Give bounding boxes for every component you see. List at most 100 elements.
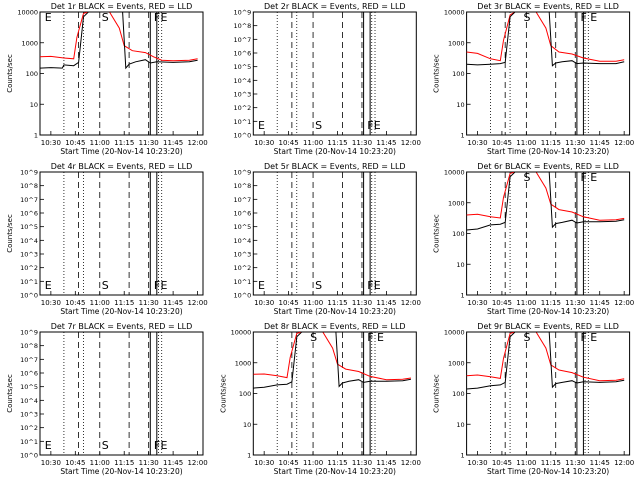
y-tick-label: 10^3	[20, 411, 38, 419]
y-tick-label: 10^9	[20, 169, 38, 177]
y-tick-label: 1	[34, 132, 38, 140]
lld-series-line	[466, 332, 625, 382]
x-tick-label: 10:30	[41, 459, 61, 467]
y-tick-label: 10^5	[233, 223, 251, 231]
y-tick-label: 10^8	[233, 182, 251, 190]
panel-title: Det 7r BLACK = Events, RED = LLD	[51, 322, 193, 331]
x-tick-label: 11:45	[590, 459, 610, 467]
y-tick-label: 10000	[444, 329, 465, 337]
event-marker-label: E	[45, 439, 52, 452]
x-tick-label: 12:00	[614, 299, 634, 307]
y-tick-label: 1000	[448, 359, 465, 367]
event-marker-label: S	[102, 439, 109, 452]
y-tick-label: 10^2	[233, 264, 251, 272]
y-tick-label: 10^4	[20, 397, 38, 405]
x-tick-label: 11:45	[376, 139, 396, 147]
y-tick-label: 10^6	[20, 370, 38, 378]
x-tick-label: 11:00	[516, 459, 536, 467]
event-marker-label: F	[581, 331, 587, 344]
y-tick-label: 1	[247, 452, 251, 460]
panel-title: Det 1r BLACK = Events, RED = LLD	[51, 2, 193, 11]
x-axis-label: Start Time (20-Nov-14 10:23:20)	[60, 307, 182, 316]
event-marker-label: E	[590, 171, 597, 184]
x-tick-label: 10:45	[492, 299, 512, 307]
x-tick-label: 10:30	[41, 299, 61, 307]
x-tick-label: 11:30	[139, 299, 159, 307]
x-tick-label: 12:00	[401, 139, 421, 147]
x-axis-label: Start Time (20-Nov-14 10:23:20)	[487, 147, 609, 156]
x-axis-label: Start Time (20-Nov-14 10:23:20)	[60, 147, 182, 156]
y-tick-label: 10^9	[233, 9, 251, 17]
event-marker-label: S	[102, 11, 109, 24]
plot-frame	[466, 171, 631, 296]
x-tick-label: 12:00	[187, 139, 207, 147]
x-tick-label: 10:30	[254, 139, 274, 147]
plot-frame	[466, 331, 631, 456]
x-tick-label: 10:30	[467, 139, 487, 147]
y-tick-label: 10000	[444, 169, 465, 177]
y-axis-label: Counts/sec	[6, 214, 14, 253]
y-tick-label: 1000	[448, 39, 465, 47]
event-marker-label: E	[374, 279, 381, 292]
events-series-line	[466, 332, 625, 390]
x-tick-label: 11:15	[327, 299, 347, 307]
x-axis-label: Start Time (20-Nov-14 10:23:20)	[274, 147, 396, 156]
x-tick-label: 10:30	[254, 299, 274, 307]
y-tick-label: 10^9	[20, 329, 38, 337]
y-tick-label: 10	[456, 261, 464, 269]
x-tick-label: 11:45	[376, 459, 396, 467]
event-marker-label: E	[590, 331, 597, 344]
y-tick-label: 10^0	[20, 452, 38, 460]
events-series-line	[253, 332, 411, 389]
y-tick-label: 10^6	[233, 50, 251, 58]
y-tick-label: 1	[460, 132, 464, 140]
x-axis-label: Start Time (20-Nov-14 10:23:20)	[60, 467, 182, 476]
event-marker-label: E	[258, 279, 265, 292]
y-tick-label: 10^0	[233, 292, 251, 300]
x-tick-label: 11:15	[114, 459, 134, 467]
x-tick-label: 10:45	[279, 299, 299, 307]
y-axis-label: Counts/sec	[433, 214, 441, 253]
y-tick-label: 10^8	[20, 342, 38, 350]
x-tick-label: 10:45	[65, 139, 85, 147]
event-marker-label: E	[590, 11, 597, 24]
y-tick-label: 10^3	[20, 251, 38, 259]
x-tick-label: 11:15	[114, 299, 134, 307]
y-tick-label: 10^7	[20, 356, 38, 364]
y-tick-label: 10^8	[20, 182, 38, 190]
y-axis-label: Counts/sec	[433, 374, 441, 413]
y-tick-label: 10^6	[233, 210, 251, 218]
y-tick-label: 1000	[21, 39, 38, 47]
x-tick-label: 10:45	[65, 459, 85, 467]
lld-series-line	[466, 172, 625, 221]
x-axis-label: Start Time (20-Nov-14 10:23:20)	[274, 467, 396, 476]
y-tick-label: 10^2	[233, 104, 251, 112]
x-tick-label: 10:45	[279, 459, 299, 467]
y-tick-label: 10^7	[233, 196, 251, 204]
x-tick-label: 11:00	[90, 299, 110, 307]
plot-frame	[466, 11, 631, 136]
y-axis-label: Counts/sec	[219, 374, 227, 413]
x-tick-label: 10:30	[467, 299, 487, 307]
x-tick-label: 11:00	[90, 459, 110, 467]
lld-series-line	[253, 332, 411, 381]
y-tick-label: 10000	[231, 329, 252, 337]
y-tick-label: 100	[452, 390, 464, 398]
panel-title: Det 8r BLACK = Events, RED = LLD	[264, 322, 406, 331]
event-marker-label: S	[315, 279, 322, 292]
y-tick-label: 1	[460, 292, 464, 300]
x-tick-label: 11:30	[139, 139, 159, 147]
y-tick-label: 1	[460, 452, 464, 460]
y-tick-label: 100	[452, 70, 464, 78]
x-tick-label: 11:45	[590, 299, 610, 307]
x-tick-label: 11:45	[163, 139, 183, 147]
y-tick-label: 10^5	[20, 223, 38, 231]
